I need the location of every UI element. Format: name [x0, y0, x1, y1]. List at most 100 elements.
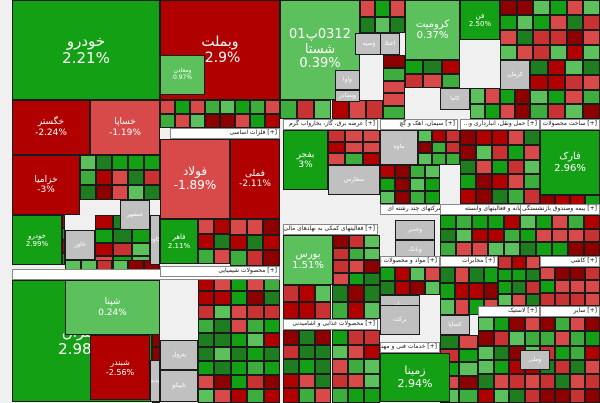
treemap-tile-small[interactable]	[363, 302, 380, 319]
treemap-tile-small[interactable]	[520, 215, 536, 229]
treemap-tile-small[interactable]	[469, 267, 484, 283]
treemap-tile-small[interactable]	[375, 16, 390, 33]
treemap-tile[interactable]: شپنا 0.24%	[65, 280, 160, 335]
treemap-tile-small[interactable]	[524, 388, 540, 403]
treemap-tile-small[interactable]	[446, 153, 460, 165]
treemap-tile-small[interactable]	[565, 60, 583, 75]
treemap-tile-small[interactable]	[524, 374, 540, 389]
treemap-tile-small[interactable]	[230, 250, 247, 266]
treemap-tile-small[interactable]	[80, 185, 96, 200]
treemap-tile-small[interactable]	[214, 319, 231, 333]
treemap-tile-small[interactable]	[585, 360, 600, 375]
treemap-tile-small[interactable]	[460, 144, 476, 160]
treemap-tile-small[interactable]	[570, 331, 585, 346]
treemap-tile-small[interactable]	[363, 359, 380, 374]
treemap-tile-small[interactable]	[516, 30, 534, 45]
treemap-tile-small[interactable]	[333, 272, 349, 285]
treemap-tile-small[interactable]	[380, 165, 395, 178]
treemap-tile-small[interactable]	[265, 114, 280, 128]
treemap-tile-small[interactable]	[247, 361, 264, 375]
treemap-tile-small[interactable]	[454, 299, 469, 315]
treemap-tile-small[interactable]	[530, 89, 548, 105]
treemap-tile-small[interactable]	[440, 242, 456, 256]
treemap-tile-small[interactable]	[509, 331, 525, 346]
treemap-tile-small[interactable]	[328, 153, 346, 165]
treemap-tile-small[interactable]	[230, 291, 248, 305]
treemap-tile-small[interactable]	[516, 15, 534, 30]
sector-header[interactable]: [+] محصولات شیمیایی	[160, 266, 280, 277]
treemap-tile-small[interactable]	[555, 280, 570, 293]
sector-header[interactable]: [+] سیمان، آهک و گچ	[380, 119, 458, 130]
treemap-tile-small[interactable]	[315, 344, 332, 360]
treemap-tile-small[interactable]	[476, 174, 492, 190]
treemap-tile[interactable]: وبصادر	[335, 90, 360, 102]
treemap-tile-small[interactable]	[410, 267, 425, 281]
treemap-tile-small[interactable]	[418, 153, 432, 165]
treemap-tile[interactable]: ماوه	[380, 130, 418, 165]
treemap-tile-small[interactable]	[395, 178, 410, 191]
treemap-tile-small[interactable]	[331, 285, 348, 302]
treemap-tile-small[interactable]	[383, 93, 405, 107]
treemap-tile-small[interactable]	[498, 281, 512, 294]
treemap-tile-small[interactable]	[524, 174, 540, 190]
sector-header[interactable]: [+] فلزات اساسی	[170, 128, 280, 139]
treemap-tile-small[interactable]	[533, 45, 550, 60]
treemap-tile-small[interactable]	[315, 285, 332, 302]
treemap-tile-small[interactable]	[347, 359, 364, 374]
treemap-tile-small[interactable]	[459, 348, 478, 363]
treemap-tile-small[interactable]	[297, 100, 315, 119]
sector-header[interactable]: [+] حمل ونقل، انبارداری و...	[460, 119, 540, 130]
treemap-tile-small[interactable]	[570, 345, 585, 360]
treemap-tile-small[interactable]	[530, 104, 548, 119]
treemap-tile-small[interactable]	[550, 45, 567, 60]
treemap-tile-small[interactable]	[476, 159, 492, 175]
treemap-tile[interactable]: کرومیت 0.37%	[405, 0, 460, 60]
treemap-tile-small[interactable]	[247, 305, 264, 319]
treemap-tile-small[interactable]	[198, 319, 215, 333]
treemap-tile-small[interactable]	[492, 144, 508, 160]
treemap-tile-small[interactable]	[509, 388, 525, 403]
treemap-tile-small[interactable]	[247, 319, 264, 333]
treemap-tile-small[interactable]	[459, 335, 478, 349]
treemap-tile-small[interactable]	[144, 185, 160, 200]
treemap-tile-small[interactable]	[432, 153, 446, 165]
treemap-tile-small[interactable]	[263, 291, 280, 305]
treemap-tile-small[interactable]	[516, 0, 534, 15]
treemap-tile-small[interactable]	[446, 141, 460, 154]
treemap-tile[interactable]: فن 2.50%	[460, 0, 500, 40]
treemap-tile-small[interactable]	[585, 267, 600, 280]
treemap-tile-small[interactable]	[585, 345, 600, 360]
sector-header[interactable]: [+] مخابرات	[440, 256, 498, 267]
treemap-tile-small[interactable]	[488, 215, 504, 229]
treemap-tile-small[interactable]	[363, 373, 380, 389]
treemap-tile-small[interactable]	[348, 100, 366, 119]
treemap-tile-small[interactable]	[96, 155, 112, 170]
treemap-tile[interactable]: کاما	[440, 88, 470, 110]
treemap-tile-small[interactable]	[456, 242, 472, 256]
treemap-tile-small[interactable]	[516, 45, 534, 60]
treemap-tile-small[interactable]	[95, 215, 114, 229]
treemap-tile[interactable]: غبشهر	[120, 200, 150, 230]
treemap-tile-small[interactable]	[331, 302, 348, 319]
treemap-tile-small[interactable]	[565, 104, 583, 119]
treemap-tile-small[interactable]	[536, 242, 552, 256]
treemap-tile-small[interactable]	[247, 375, 264, 389]
treemap-tile-small[interactable]	[214, 389, 231, 403]
treemap-tile-small[interactable]	[214, 305, 231, 319]
treemap-tile-small[interactable]	[566, 30, 584, 45]
treemap-tile[interactable]: فاهر 2.11%	[160, 219, 198, 264]
treemap-tile-small[interactable]	[214, 219, 230, 234]
treemap-tile-small[interactable]	[299, 302, 316, 319]
treemap-tile-small[interactable]	[333, 247, 349, 260]
treemap-tile-small[interactable]	[570, 388, 585, 403]
treemap-tile-small[interactable]	[500, 88, 515, 104]
treemap-tile-small[interactable]	[345, 153, 363, 165]
treemap-tile-small[interactable]	[214, 234, 230, 249]
treemap-tile-small[interactable]	[500, 0, 517, 15]
treemap-tile-small[interactable]	[362, 130, 380, 142]
treemap-tile-small[interactable]	[459, 389, 478, 403]
treemap-tile[interactable]: فولاد -1.89%	[160, 139, 230, 219]
treemap-tile[interactable]: وغدیر	[395, 220, 435, 240]
treemap-tile-small[interactable]	[555, 388, 570, 403]
treemap-tile-small[interactable]	[198, 234, 214, 249]
